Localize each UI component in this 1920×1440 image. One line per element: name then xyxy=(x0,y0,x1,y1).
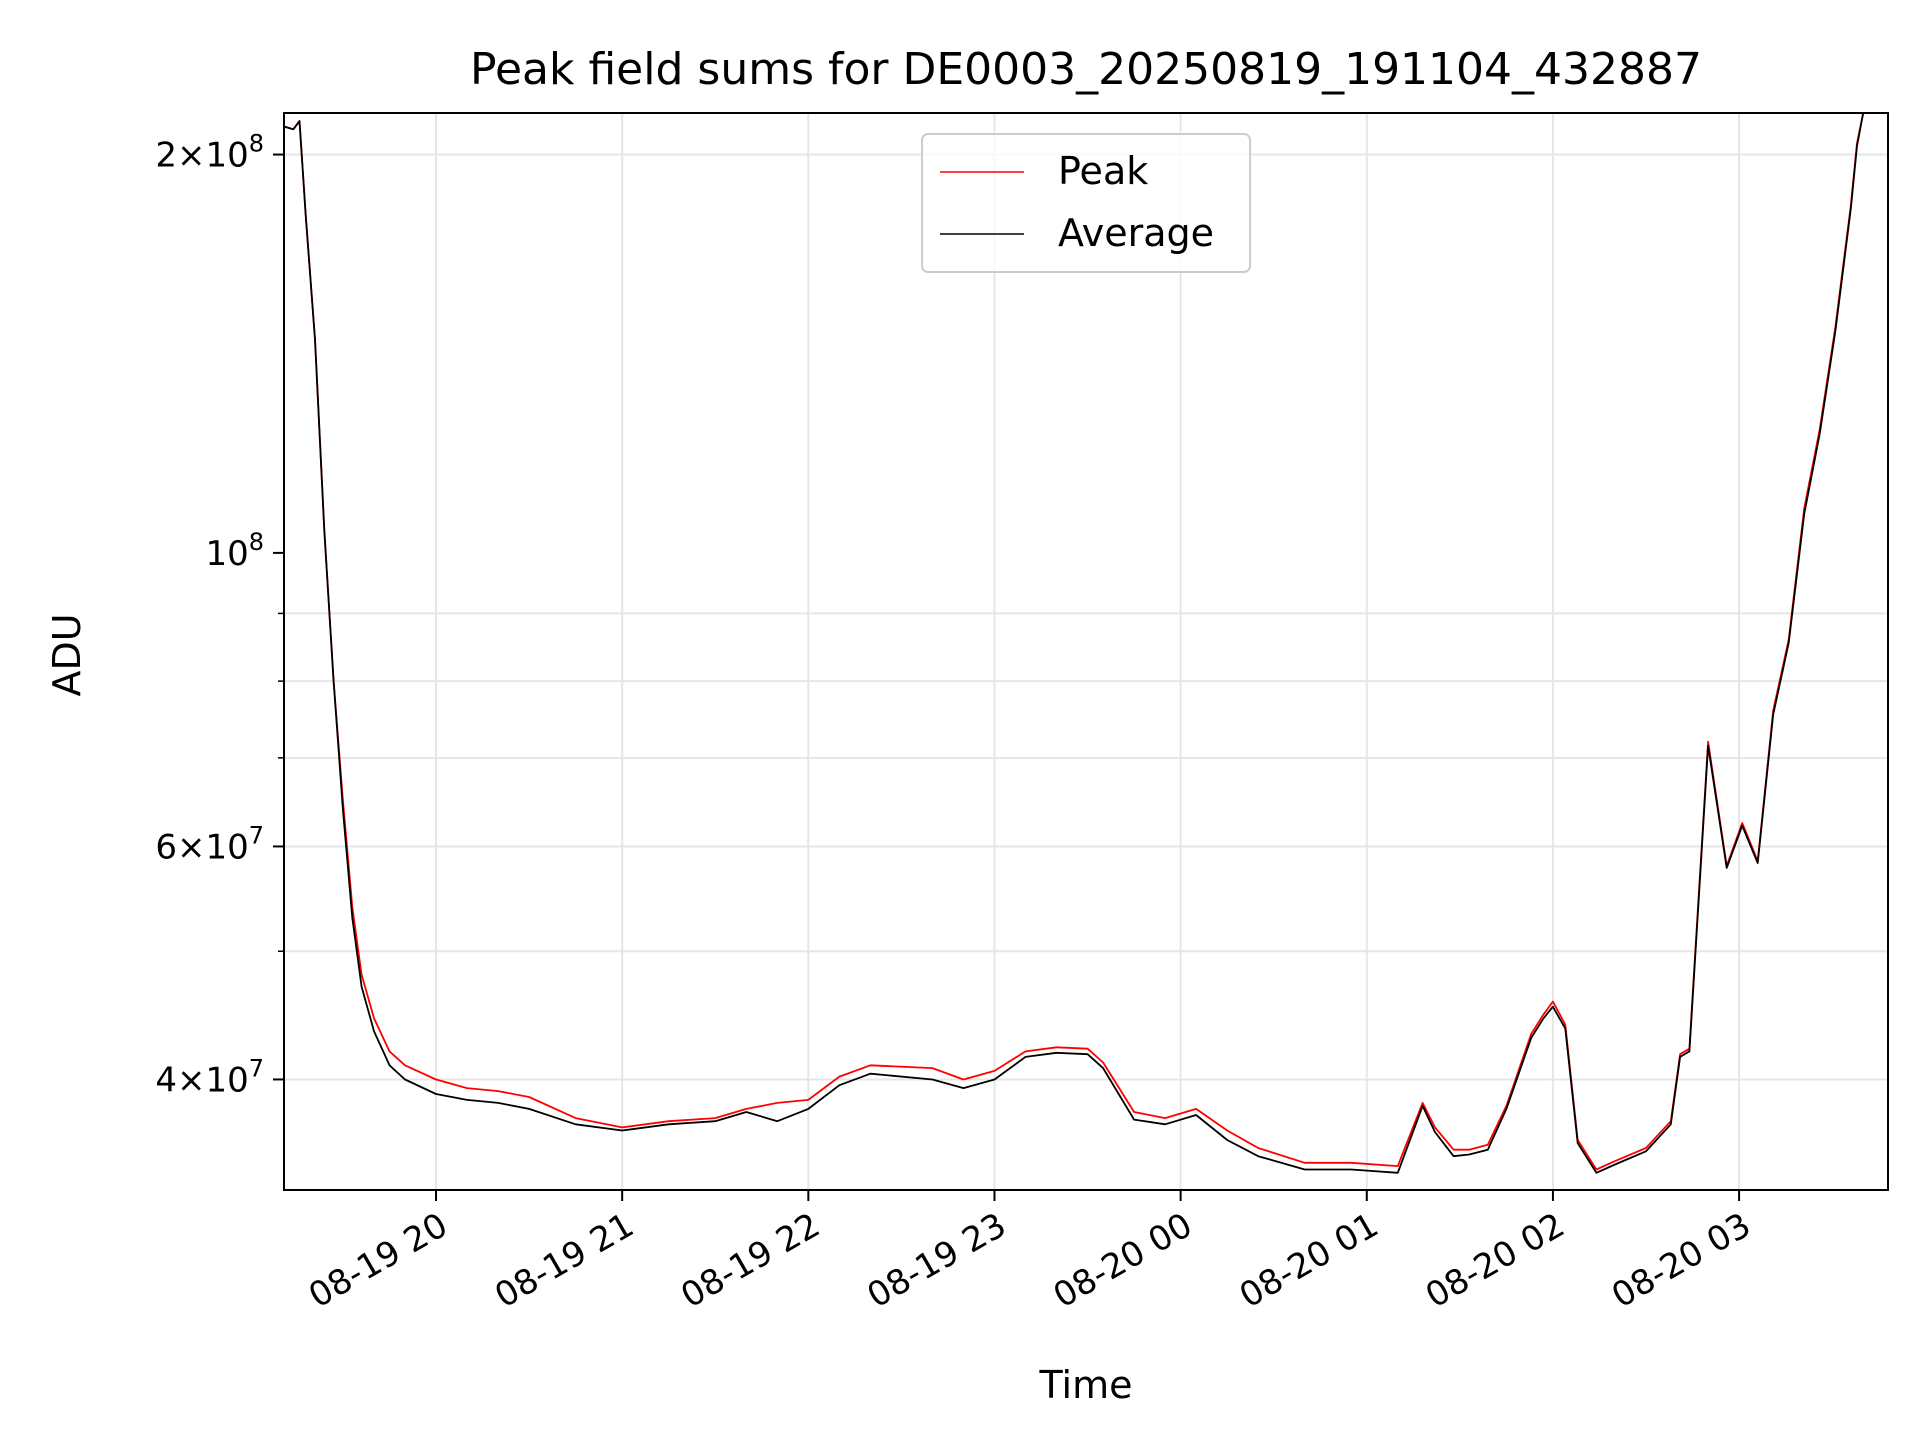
legend: Peak Average xyxy=(921,133,1251,273)
legend-box xyxy=(921,133,1251,273)
y-tick-exponent: 7 xyxy=(249,1054,264,1082)
series-line-average xyxy=(284,113,1865,1174)
y-tick-times: × xyxy=(177,1060,206,1100)
y-tick-exponent: 8 xyxy=(249,528,264,556)
y-tick-base: 10 xyxy=(205,136,248,176)
chart-title: Peak field sums for DE0003_20250819_1911… xyxy=(470,44,1702,95)
y-tick-label: 108 xyxy=(205,528,264,574)
legend-label-peak: Peak xyxy=(1058,149,1148,193)
y-tick-exponent: 7 xyxy=(249,821,264,849)
y-tick-times: × xyxy=(177,827,206,867)
y-tick-mantissa: 4 xyxy=(155,1060,177,1100)
y-tick-base: 10 xyxy=(205,534,248,574)
x-axis-label: Time xyxy=(1039,1363,1133,1407)
y-tick-label: 4×107 xyxy=(155,1054,264,1100)
plot-frame xyxy=(283,112,1889,1191)
y-tick-base: 10 xyxy=(205,827,248,867)
y-tick-exponent: 8 xyxy=(249,130,264,158)
y-tick-times: × xyxy=(177,136,206,176)
y-tick-mantissa: 6 xyxy=(155,827,177,867)
series-layer xyxy=(284,113,1865,1174)
y-tick-base: 10 xyxy=(205,1060,248,1100)
y-tick-label: 6×107 xyxy=(155,821,264,867)
y-tick-label: 2×108 xyxy=(155,130,264,176)
y-tick-mantissa: 2 xyxy=(155,136,177,176)
y-axis-label: ADU xyxy=(45,613,89,696)
legend-label-average: Average xyxy=(1058,211,1214,255)
